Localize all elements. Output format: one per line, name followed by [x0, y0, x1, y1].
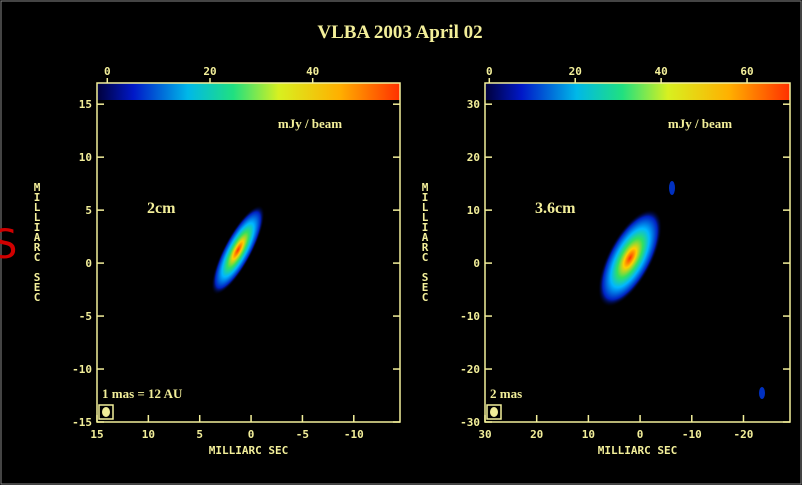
x-tick-label: 5: [196, 428, 203, 441]
y-tick-label: -10: [460, 310, 480, 323]
colorbar-label: mJy / beam: [668, 116, 732, 131]
y-tick-label: 10: [79, 151, 92, 164]
y-axis-label: MILLIARC SEC: [419, 181, 432, 301]
x-tick-label: 0: [637, 428, 644, 441]
y-axis-label: MILLIARC SEC: [31, 181, 44, 301]
x-axis-label: MILLIARC SEC: [598, 444, 677, 457]
background: [0, 0, 802, 485]
y-tick-label: -20: [460, 363, 480, 376]
colorbar-tick-label: 0: [104, 65, 111, 78]
y-tick-label: -10: [72, 363, 92, 376]
colorbar-tick-label: 20: [569, 65, 582, 78]
y-tick-label: 5: [85, 204, 92, 217]
band-label: 2cm: [147, 200, 176, 217]
title: VLBA 2003 April 02: [317, 22, 482, 43]
x-tick-label: -10: [682, 428, 702, 441]
x-tick-label: 15: [90, 428, 103, 441]
y-tick-label: -15: [72, 416, 92, 429]
x-tick-label: -10: [344, 428, 364, 441]
band-label: 3.6cm: [535, 200, 576, 217]
y-tick-label: 0: [85, 257, 92, 270]
x-tick-label: 0: [248, 428, 255, 441]
colorbar-tick-label: 40: [306, 65, 319, 78]
x-tick-label: 30: [478, 428, 491, 441]
x-tick-label: 10: [142, 428, 155, 441]
colorbar-tick-label: 20: [203, 65, 216, 78]
beam: [102, 407, 110, 417]
y-tick-label: 10: [467, 204, 480, 217]
beam: [490, 407, 498, 417]
y-tick-label: 30: [467, 98, 480, 111]
colorbar-tick-label: 0: [486, 65, 493, 78]
x-tick-label: -5: [296, 428, 309, 441]
colorbar-label: mJy / beam: [278, 116, 342, 131]
colorbar: [97, 83, 400, 100]
x-axis-label: MILLIARC SEC: [209, 444, 288, 457]
x-tick-label: 20: [530, 428, 543, 441]
figure: VLBA 2003 April 02 S 0 20 40 mJy / beam 15 10…: [0, 0, 802, 485]
y-tick-label: 0: [473, 257, 480, 270]
source-emission: [759, 387, 765, 399]
y-tick-label: -30: [460, 416, 480, 429]
x-tick-label: 10: [582, 428, 595, 441]
colorbar: [485, 83, 790, 100]
side-text: S: [0, 222, 17, 268]
scale-label: 2 mas: [490, 386, 522, 401]
x-tick-label: -20: [734, 428, 754, 441]
colorbar-tick-label: 60: [740, 65, 753, 78]
source-emission: [669, 181, 675, 195]
y-tick-label: 20: [467, 151, 480, 164]
y-tick-label: -5: [79, 310, 92, 323]
colorbar-tick-label: 40: [655, 65, 668, 78]
scale-label: 1 mas = 12 AU: [102, 386, 183, 401]
y-tick-label: 15: [79, 98, 92, 111]
